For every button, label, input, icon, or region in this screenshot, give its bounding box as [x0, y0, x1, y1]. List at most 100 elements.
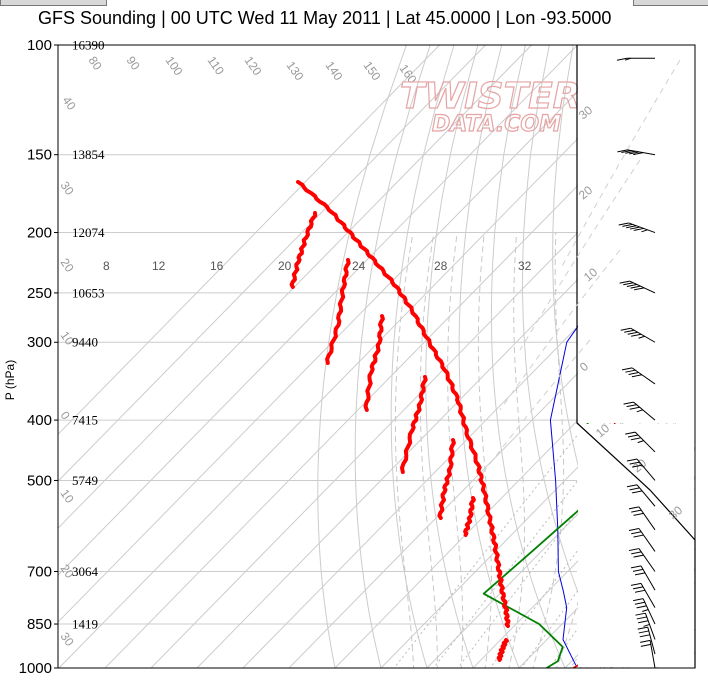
isotherm-line: [58, 45, 532, 529]
wind-barb-flag: [626, 484, 638, 488]
wind-barb-staff: [627, 149, 656, 156]
wind-barb: [630, 565, 656, 591]
hodo-mask: [578, 424, 694, 667]
dry-adiabat-label: 10: [58, 487, 77, 506]
wind-barb-staff: [638, 528, 656, 552]
annotation-stroke: [325, 258, 351, 365]
wind-barb-staff: [638, 548, 656, 572]
mixing-ratio-label: 12: [152, 259, 166, 273]
mixing-ratio-label: 3: [280, 671, 296, 684]
wind-barb-flag: [624, 57, 632, 61]
wind-barb-flag: [640, 639, 651, 643]
isotherm-line: [426, 393, 695, 668]
wind-barb-flag: [629, 461, 640, 465]
wind-barb-flag: [621, 150, 632, 154]
wind-barb-flag: [617, 149, 628, 153]
height-tick-label: 9440: [72, 335, 98, 350]
wind-barb-flag: [639, 634, 650, 638]
wind-barb: [619, 280, 656, 294]
wind-barb-flag: [635, 612, 646, 616]
wind-barb-flag: [621, 367, 633, 371]
wind-barb-flag: [626, 283, 637, 287]
wind-barb-staff: [644, 613, 656, 640]
moist-adiabat-line: [508, 232, 525, 668]
dry-adiabat-label: 30: [58, 179, 77, 198]
window-tab-right: [633, 0, 708, 6]
isotherm-line: [58, 45, 624, 623]
wind-barb-flag: [630, 582, 642, 586]
wind-barb-flag: [631, 333, 642, 337]
wind-barb-flag: [628, 506, 640, 510]
wind-barb-staff: [629, 280, 656, 294]
wind-panel-border: [576, 422, 696, 541]
pressure-tick-label: 200: [27, 225, 52, 242]
wind-barb: [628, 506, 656, 531]
wind-barb-staff: [636, 484, 656, 507]
dry-adiabat-label: 130: [284, 59, 307, 84]
wind-barb-staff: [633, 401, 656, 421]
wind-barb-flag: [625, 369, 636, 373]
y-axis-label: P (hPa): [3, 360, 17, 400]
wind-barb: [617, 149, 656, 156]
mixing-ratio-label: 1: [176, 671, 192, 684]
wind-panel-bg: [578, 45, 695, 423]
wind-barb: [630, 582, 656, 608]
wind-barb-staff: [640, 565, 656, 591]
wind-barb-staff: [640, 583, 656, 608]
moist-adiabat-line: [532, 232, 565, 668]
wind-barb-flag: [634, 601, 645, 605]
wind-barb-staff: [630, 327, 656, 343]
hodograph-arc: [519, 159, 641, 351]
moist-adiabat-line: [477, 232, 492, 668]
height-tick-label: 3064: [72, 564, 99, 579]
wind-barb-flag: [625, 431, 636, 435]
axes-layer: 100 16390 150 13854 200 12074 250 10653 300 9440 4…: [3, 37, 696, 677]
isotherm-line: [58, 45, 440, 436]
isotherm-line: [472, 440, 695, 668]
pressure-tick-label: 300: [27, 334, 52, 351]
wind-barb: [628, 528, 656, 552]
isotherm-line: [58, 45, 578, 576]
wind-barb-flag: [629, 151, 640, 155]
hodograph-arc: [499, 249, 621, 411]
annotation-stroke: [289, 211, 318, 289]
isotherm-line: [58, 45, 670, 668]
wind-barb-flag: [630, 285, 641, 289]
wind-barb-flag: [638, 335, 645, 339]
wind-barb-flag: [630, 565, 642, 569]
wind-barb: [623, 401, 656, 421]
wind-barb-flag: [626, 225, 637, 229]
wind-barb-staff: [647, 626, 656, 655]
wind-barb-flag: [629, 226, 641, 230]
wind-barb-flag: [640, 643, 651, 647]
dry-adiabat-line: [354, 45, 431, 668]
dry-adiabat-label: 140: [323, 59, 346, 84]
wind-barb-staff: [638, 506, 656, 531]
wind-barb-staff: [631, 367, 656, 385]
wind-barb: [640, 639, 656, 669]
wind-barb-flag: [627, 434, 639, 438]
wind-barb-flag: [629, 406, 640, 410]
wind-barb-flag: [622, 223, 633, 227]
wind-barb-flag: [642, 609, 649, 613]
height-tick-label: 7415: [72, 413, 98, 428]
wind-barb-flag: [633, 554, 644, 558]
mixing-ratio-label: 28: [434, 259, 448, 273]
wind-barb: [628, 548, 656, 572]
wind-barb: [633, 598, 656, 625]
pressure-tick-label: 700: [27, 563, 52, 580]
wind-barb-flag: [643, 623, 650, 627]
wind-barb-flag: [628, 371, 639, 375]
annotation-stroke: [437, 438, 456, 520]
mixing-ratio-line: [520, 431, 695, 668]
wind-barb-staff: [642, 598, 656, 625]
wind-barb-flag: [633, 512, 644, 516]
watermark-text: DATA.COM: [432, 112, 561, 137]
wind-barb-flag: [618, 222, 629, 226]
dry-adiabat-label: 100: [163, 54, 186, 79]
annotation-stroke: [400, 375, 428, 474]
annotation-stroke: [363, 314, 385, 412]
